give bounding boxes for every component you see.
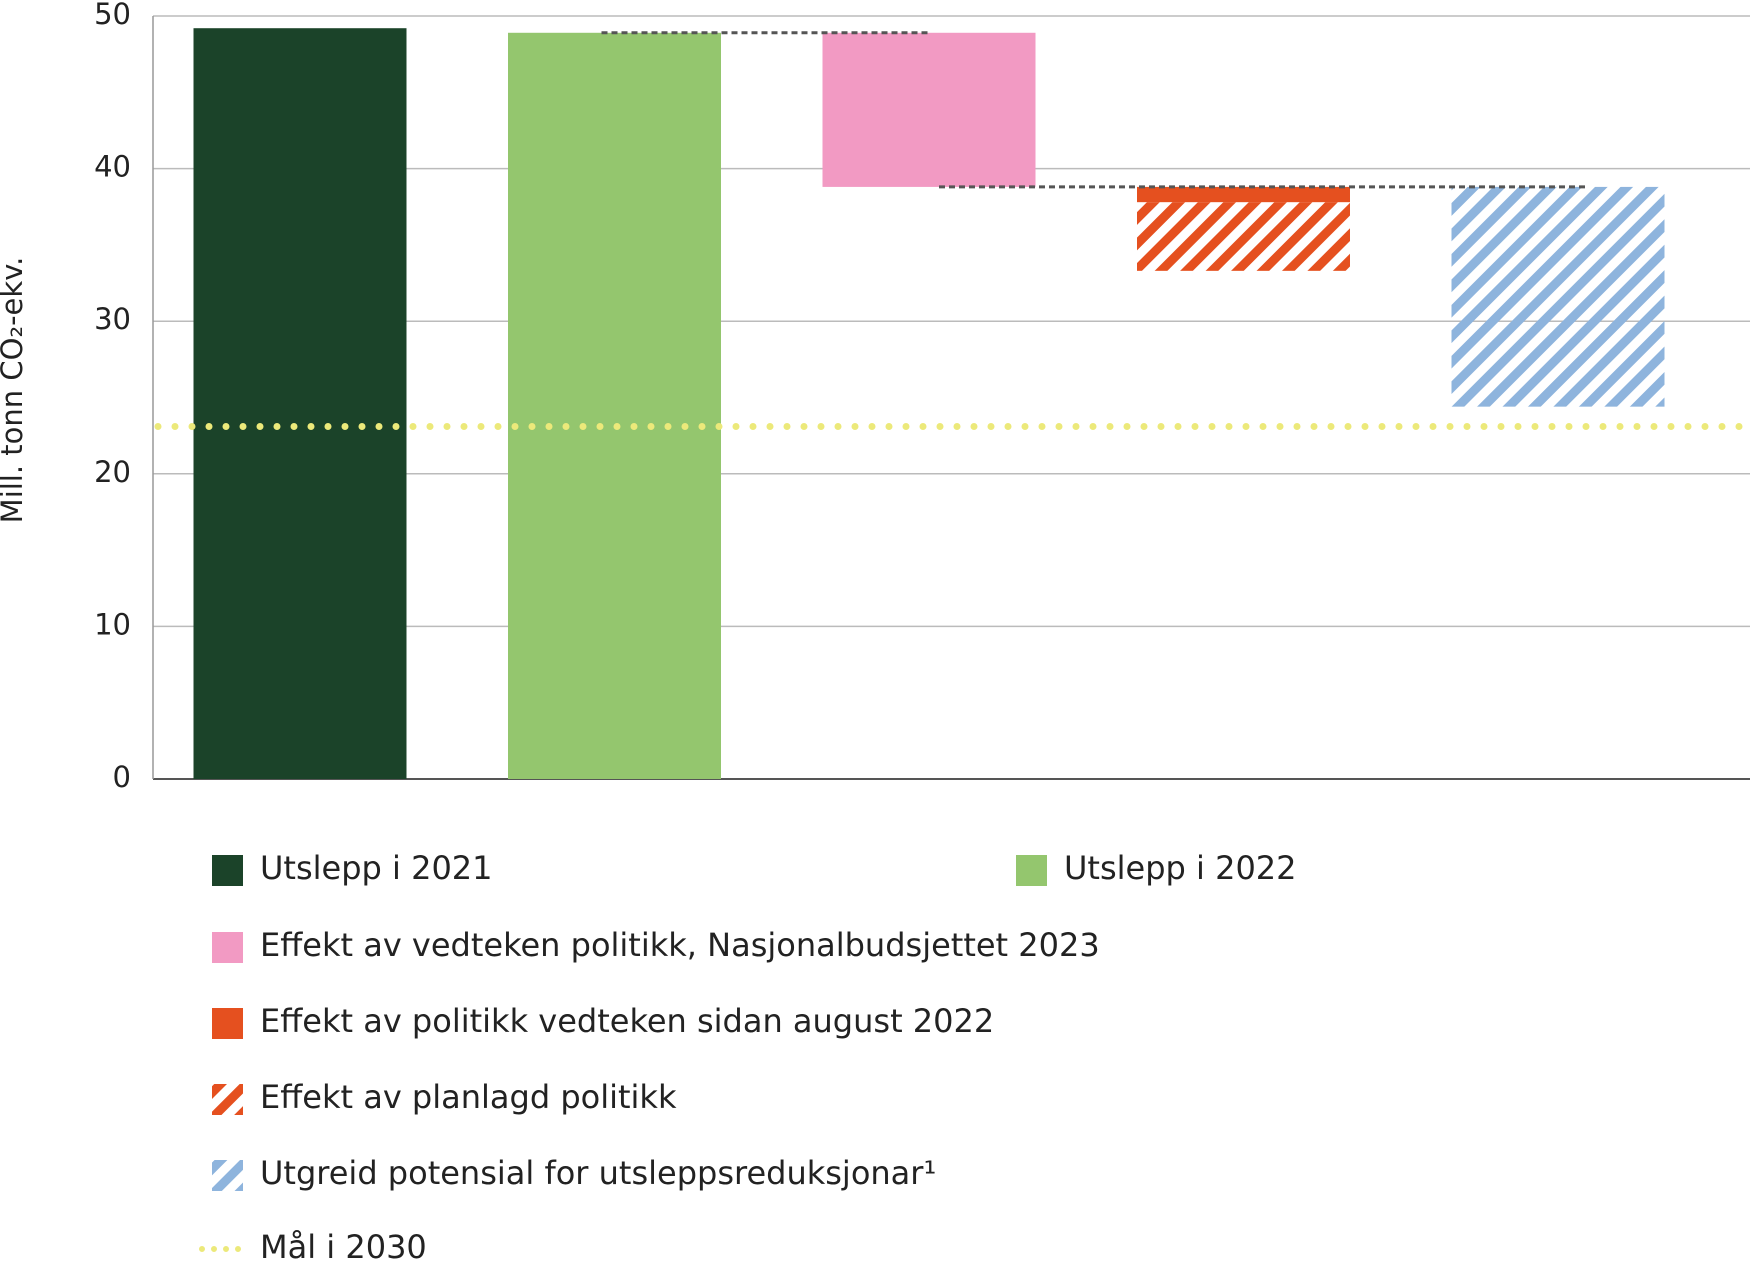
legend-swatch [212, 855, 243, 886]
y-tick-label: 0 [113, 760, 131, 794]
legend-swatch [212, 1008, 243, 1039]
bar [1137, 202, 1350, 271]
legend-label: Utslepp i 2022 [1064, 849, 1297, 887]
bar [822, 32, 1036, 187]
y-tick-label: 30 [94, 302, 131, 336]
legend-label: Effekt av vedteken politikk, Nasjonalbud… [260, 926, 1100, 964]
legend-label: Utslepp i 2021 [260, 849, 493, 887]
legend-label: Mål i 2030 [260, 1228, 427, 1264]
y-tick-label: 40 [94, 150, 131, 184]
y-tick-label: 50 [94, 0, 131, 31]
y-tick-label: 10 [94, 607, 131, 641]
y-axis-label: Mill. tonn CO₂-ekv. [0, 257, 29, 524]
legend-swatch [212, 1084, 243, 1115]
bar [1451, 186, 1665, 407]
bar [508, 32, 721, 779]
legend-label: Utgreid potensial for utsleppsreduksjona… [260, 1154, 936, 1192]
legend-swatch [1016, 855, 1047, 886]
legend-swatch [212, 932, 243, 963]
y-tick-label: 20 [94, 455, 131, 489]
legend-label: Effekt av politikk vedteken sidan august… [260, 1002, 994, 1040]
legend-label: Effekt av planlagd politikk [260, 1078, 677, 1116]
bar [193, 28, 407, 779]
legend-swatch [212, 1160, 243, 1191]
bar [1137, 186, 1350, 203]
